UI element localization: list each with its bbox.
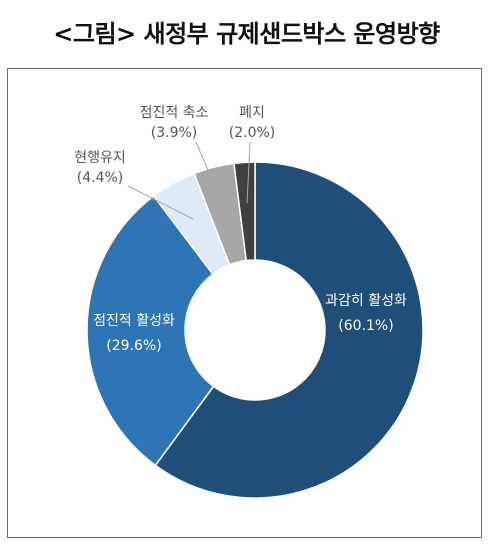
slice-label-0-name: 과감히 활성화 (325, 293, 407, 309)
slice-label-2-name: 현행유지 (74, 150, 126, 166)
slice-label-2-value: (4.4%) (77, 170, 124, 186)
slice-label-1-value: (29.6%) (106, 338, 161, 354)
leader-line-4 (246, 141, 251, 204)
slice-label-4-name: 폐지 (239, 105, 265, 121)
slice-label-0-value: (60.1%) (338, 318, 393, 334)
donut-slice-0 (154, 161, 424, 499)
slice-label-4-value: (2.0%) (229, 125, 276, 141)
chart-title: <그림> 새정부 규제샌드박스 운영방향 (53, 20, 440, 48)
donut-slices (86, 161, 424, 499)
leader-line-2 (127, 185, 194, 220)
slice-label-3-name: 점진적 축소 (140, 105, 209, 121)
leader-line-3 (195, 141, 225, 208)
donut-slice-1 (86, 194, 215, 467)
donut-slice-4 (233, 161, 256, 262)
slice-label-1-name: 점진적 활성화 (93, 313, 175, 329)
slice-label-3-value: (3.9%) (151, 125, 198, 141)
leader-lines (127, 141, 251, 220)
